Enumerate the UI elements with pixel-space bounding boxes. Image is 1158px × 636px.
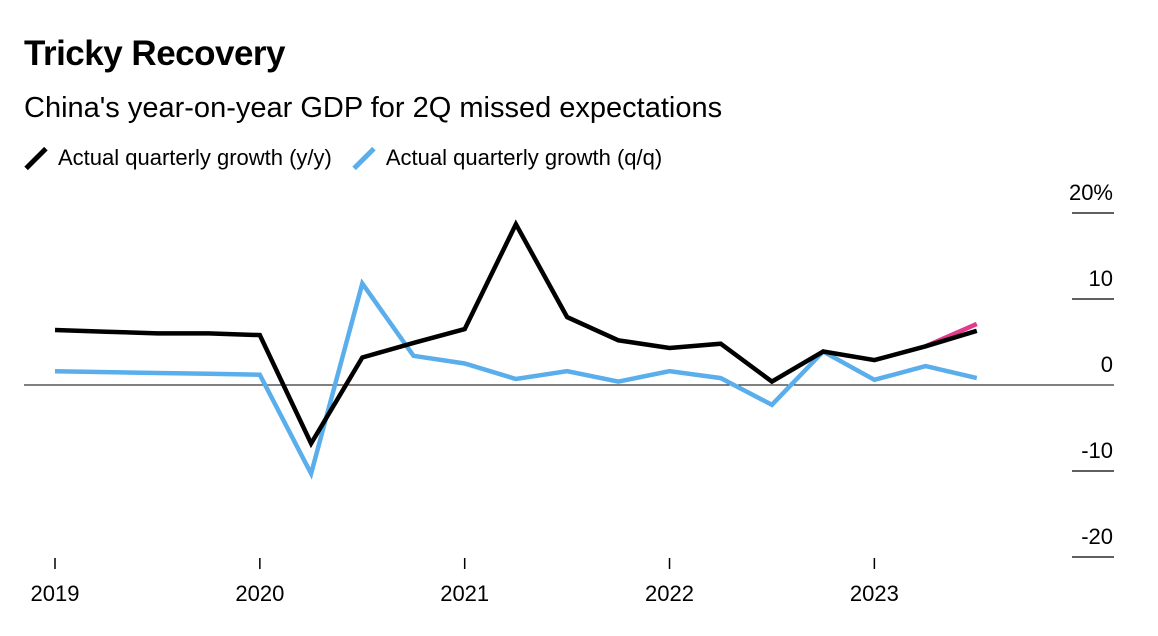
series-line-yy bbox=[54, 219, 978, 449]
y-tick-label: 0 bbox=[1101, 352, 1113, 377]
y-tick-label: 10 bbox=[1089, 266, 1113, 291]
x-tick-label: 2019 bbox=[31, 581, 80, 606]
legend: Actual quarterly growth (y/y) Actual qua… bbox=[24, 142, 682, 174]
y-tick-label: -20 bbox=[1081, 524, 1113, 549]
x-tick-label: 2020 bbox=[235, 581, 284, 606]
chart-title: Tricky Recovery bbox=[24, 34, 286, 73]
legend-item-qq: Actual quarterly growth (q/q) bbox=[352, 145, 662, 171]
legend-item-yy: Actual quarterly growth (y/y) bbox=[24, 145, 332, 171]
x-tick-label: 2023 bbox=[850, 581, 899, 606]
chart-subtitle: China's year-on-year GDP for 2Q missed e… bbox=[24, 92, 723, 124]
series-line-qq bbox=[54, 278, 978, 480]
x-tick-label: 2022 bbox=[645, 581, 694, 606]
legend-label-yy: Actual quarterly growth (y/y) bbox=[58, 145, 332, 170]
x-tick-label: 2021 bbox=[440, 581, 489, 606]
y-tick-label: 20% bbox=[1069, 180, 1113, 205]
y-tick-label: -10 bbox=[1081, 438, 1113, 463]
legend-label-qq: Actual quarterly growth (q/q) bbox=[385, 145, 663, 170]
